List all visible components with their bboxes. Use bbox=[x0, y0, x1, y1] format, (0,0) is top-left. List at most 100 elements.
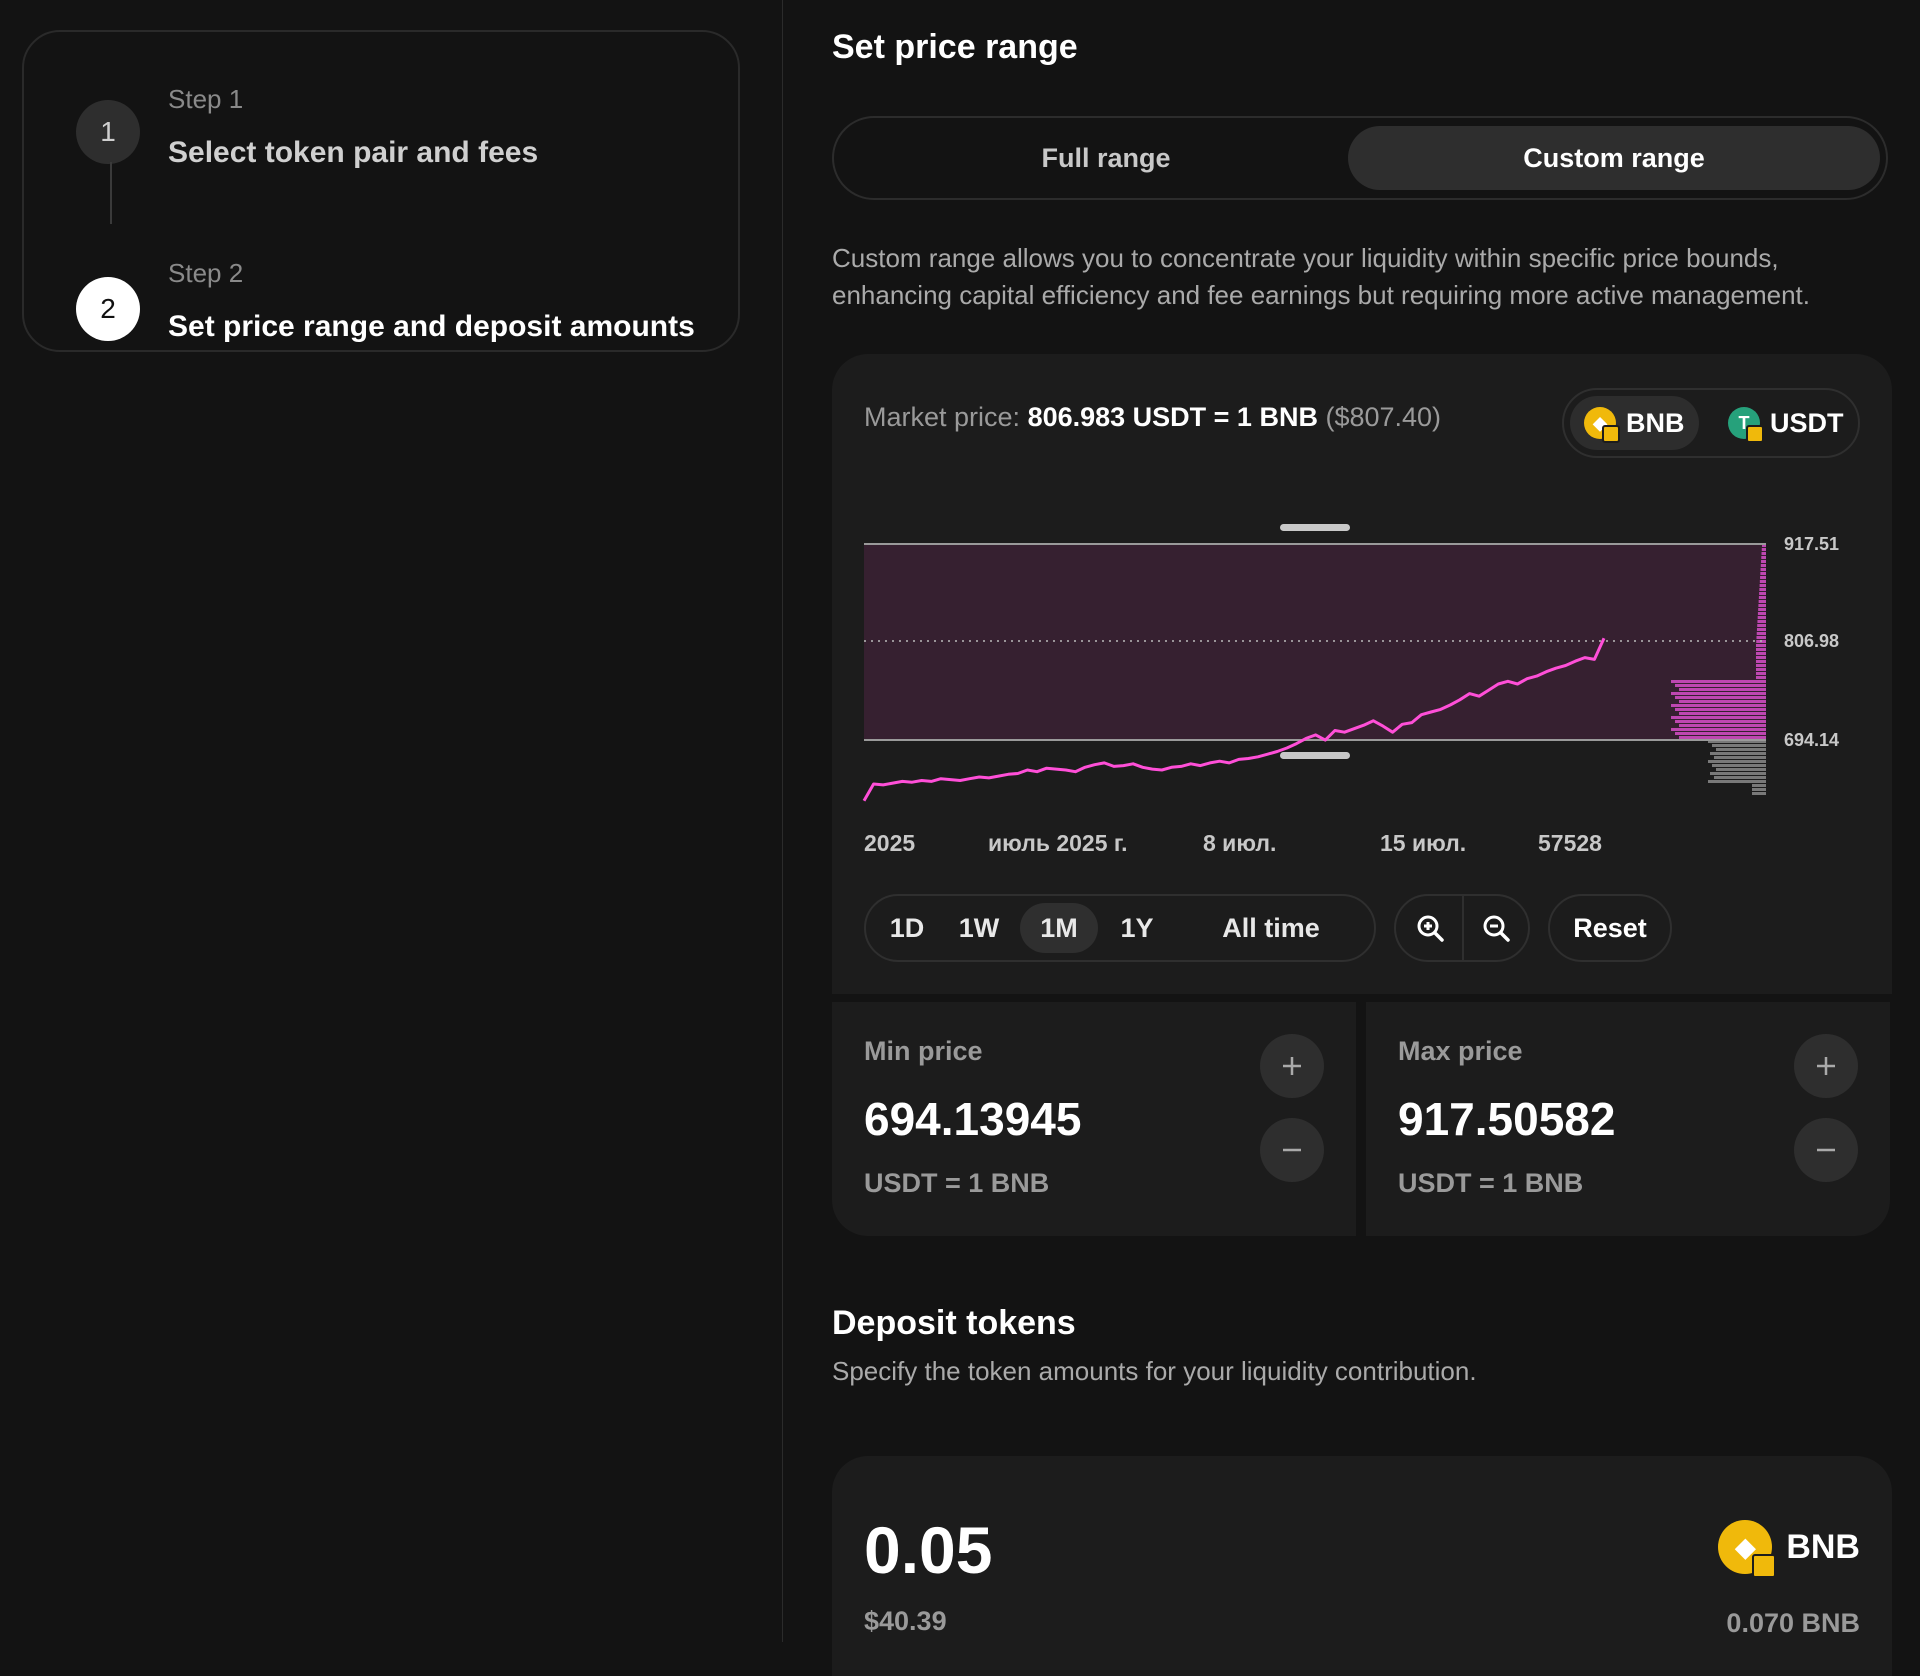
usdt-icon: T bbox=[1728, 407, 1764, 443]
period-1d-button[interactable]: 1D bbox=[889, 912, 925, 943]
market-price-label: Market price: bbox=[864, 402, 1021, 432]
max-price-label: Max price bbox=[1398, 1036, 1523, 1066]
market-price-value: 806.983 USDT = 1 BNB bbox=[1027, 402, 1318, 432]
period-all-time-button[interactable]: All time bbox=[1222, 912, 1320, 943]
liquidity-bar bbox=[1752, 792, 1766, 795]
liquidity-bar bbox=[1675, 708, 1766, 711]
max-price-increase-button[interactable] bbox=[1794, 1034, 1858, 1098]
liquidity-bar bbox=[1671, 692, 1766, 695]
liquidity-bar bbox=[1671, 716, 1766, 719]
token-bnb-label: BNB bbox=[1626, 407, 1685, 438]
deposit-token-label: BNB bbox=[1786, 1527, 1860, 1566]
liquidity-bar bbox=[1759, 580, 1766, 583]
liquidity-bar bbox=[1760, 572, 1766, 575]
liquidity-bar bbox=[1756, 648, 1766, 651]
liquidity-bar bbox=[1756, 676, 1766, 679]
plus-icon bbox=[1817, 1057, 1835, 1075]
liquidity-bar bbox=[1712, 764, 1766, 767]
max-price-unit: USDT = 1 BNB bbox=[1398, 1168, 1584, 1198]
liquidity-bar bbox=[1679, 688, 1766, 691]
liquidity-bar bbox=[1758, 608, 1766, 611]
liquidity-bar bbox=[1714, 756, 1766, 759]
max-price-input[interactable]: 917.50582 bbox=[1398, 1093, 1616, 1145]
liquidity-bar bbox=[1761, 548, 1766, 551]
min-price-increase-button[interactable] bbox=[1260, 1034, 1324, 1098]
liquidity-bar bbox=[1756, 664, 1766, 667]
period-selector: 1D 1W 1M 1Y All time bbox=[864, 894, 1376, 962]
x-tick-label: 2025 bbox=[864, 830, 916, 856]
liquidity-bar bbox=[1756, 652, 1766, 655]
liquidity-bar bbox=[1756, 628, 1766, 631]
deposit-title: Deposit tokens bbox=[832, 1304, 1076, 1342]
price-range-title: Set price range bbox=[832, 28, 1078, 66]
range-toggle: Full range Custom range bbox=[832, 116, 1888, 200]
period-1w-button[interactable]: 1W bbox=[958, 912, 1000, 943]
liquidity-bar bbox=[1757, 616, 1766, 619]
liquidity-bar bbox=[1758, 604, 1766, 607]
liquidity-bar bbox=[1752, 788, 1766, 791]
liquidity-bar bbox=[1679, 736, 1766, 739]
custom-range-button[interactable]: Custom range bbox=[1348, 126, 1880, 190]
min-price-input[interactable]: 694.13945 bbox=[864, 1093, 1082, 1145]
period-1m-button[interactable]: 1M bbox=[1020, 903, 1098, 953]
liquidity-bar bbox=[1759, 592, 1766, 595]
bnb-icon: ◆ bbox=[1584, 407, 1620, 443]
liquidity-bar bbox=[1708, 780, 1766, 783]
liquidity-bar bbox=[1756, 660, 1766, 663]
min-price-decrease-button[interactable] bbox=[1260, 1118, 1324, 1182]
liquidity-bar bbox=[1761, 552, 1766, 555]
deposit-amount-input[interactable]: 0.05 bbox=[864, 1513, 993, 1587]
liquidity-bar bbox=[1759, 584, 1766, 587]
zoom-in-icon[interactable] bbox=[1408, 906, 1452, 950]
liquidity-bar bbox=[1756, 668, 1766, 671]
x-tick-label: июль 2025 г. bbox=[988, 830, 1128, 856]
liquidity-bar bbox=[1756, 636, 1766, 639]
liquidity-bar bbox=[1757, 620, 1766, 623]
deposit-usd-value: $40.39 bbox=[864, 1606, 947, 1636]
liquidity-bar bbox=[1756, 632, 1766, 635]
liquidity-bar bbox=[1675, 684, 1766, 687]
zoom-out-icon[interactable] bbox=[1474, 906, 1518, 950]
token-usdt-button[interactable]: T USDT bbox=[1714, 396, 1858, 450]
price-chart[interactable]: 917.51 806.98 694.14 bbox=[832, 464, 1892, 824]
y-tick-label: 917.51 bbox=[1784, 534, 1839, 554]
liquidity-bar bbox=[1675, 696, 1766, 699]
liquidity-bar bbox=[1671, 728, 1766, 731]
max-price-decrease-button[interactable] bbox=[1794, 1118, 1858, 1182]
steps-card: 1 Step 1 Select token pair and fees 2 St… bbox=[22, 30, 740, 352]
full-range-button[interactable]: Full range bbox=[1041, 142, 1171, 173]
minus-icon bbox=[1817, 1148, 1835, 1152]
deposit-subtitle: Specify the token amounts for your liqui… bbox=[832, 1356, 1477, 1386]
liquidity-bar bbox=[1716, 768, 1766, 771]
step-2-label: Step 2 bbox=[168, 258, 244, 288]
liquidity-bar bbox=[1762, 544, 1766, 547]
min-price-unit: USDT = 1 BNB bbox=[864, 1168, 1050, 1198]
liquidity-bar bbox=[1752, 784, 1766, 787]
liquidity-bar bbox=[1759, 588, 1766, 591]
liquidity-bar bbox=[1758, 596, 1766, 599]
min-price-drag-handle bbox=[1280, 752, 1350, 759]
liquidity-bar bbox=[1760, 576, 1766, 579]
x-tick-label: 15 июл. bbox=[1380, 830, 1467, 856]
step-1-label: Step 1 bbox=[168, 84, 244, 114]
step-1-number: 1 bbox=[76, 100, 140, 164]
liquidity-bar bbox=[1758, 600, 1766, 603]
period-1y-button[interactable]: 1Y bbox=[1120, 912, 1154, 943]
reset-button[interactable]: Reset bbox=[1548, 894, 1672, 962]
token-usdt-label: USDT bbox=[1770, 407, 1844, 438]
token-bnb-button[interactable]: ◆ BNB bbox=[1570, 396, 1699, 450]
deposit-balance: 0.070 BNB bbox=[1726, 1608, 1860, 1638]
range-description: Custom range allows you to concentrate y… bbox=[832, 243, 1811, 310]
deposit-token: ◆ BNB bbox=[1718, 1520, 1860, 1578]
liquidity-bar bbox=[1757, 624, 1766, 627]
liquidity-bar bbox=[1756, 656, 1766, 659]
max-price-drag-handle bbox=[1280, 524, 1350, 531]
price-line bbox=[862, 637, 1606, 802]
liquidity-bar bbox=[1761, 556, 1766, 559]
liquidity-bar bbox=[1710, 772, 1766, 775]
bnb-icon: ◆ bbox=[1718, 1520, 1777, 1578]
liquidity-bar bbox=[1679, 712, 1766, 715]
liquidity-bar bbox=[1756, 644, 1766, 647]
zoom-separator bbox=[1462, 896, 1464, 960]
liquidity-bar bbox=[1760, 564, 1766, 567]
